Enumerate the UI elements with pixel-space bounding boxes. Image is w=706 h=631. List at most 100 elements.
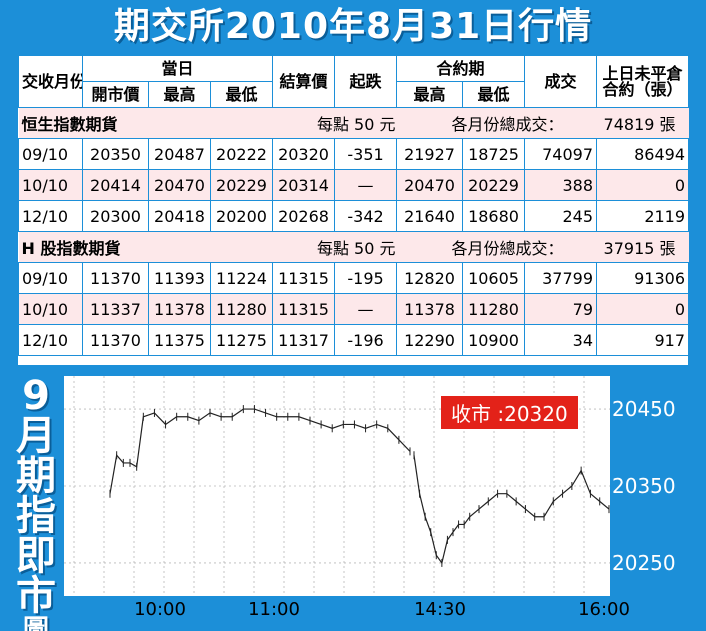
x-tick-label: 14:30 (414, 599, 466, 620)
cell-high: 11393 (148, 262, 211, 294)
header-settle: 結算價 (272, 55, 336, 108)
cell-low: 11275 (209, 324, 274, 356)
header-month: 交收月份 (18, 55, 83, 108)
section-total-label: 各月份總成交： (451, 239, 564, 258)
cell-c-low: 11280 (462, 293, 526, 325)
header-today-group: 當日 (81, 55, 274, 82)
section-header-cell: H 股指數期貨 每點 50 元 各月份總成交： 37915 張 (18, 231, 689, 263)
cell-change: -195 (334, 262, 398, 294)
cell-month: 09/10 (18, 262, 83, 294)
cell-volume: 74097 (524, 138, 598, 170)
section-total: 74819 張 (603, 115, 676, 134)
cell-c-low: 18725 (462, 138, 526, 170)
header-high: 最高 (148, 81, 211, 108)
cell-low: 11280 (209, 293, 274, 325)
cell-oi: 0 (596, 169, 690, 201)
header-open: 開市價 (82, 81, 149, 108)
cell-month: 10/10 (18, 169, 83, 201)
section-total: 37915 張 (603, 239, 676, 258)
cell-open: 20414 (82, 169, 149, 201)
cell-change: -196 (334, 324, 398, 356)
cell-low: 20229 (209, 169, 274, 201)
table-row: 10/10 20414 20470 20229 20314—20470 20229 388 0 (18, 169, 690, 201)
header-contract-high: 最高 (396, 81, 464, 108)
cell-month: 09/10 (18, 138, 83, 170)
price-line-morning (109, 408, 411, 494)
cell-c-low: 18680 (462, 200, 526, 232)
cell-settle: 11317 (272, 324, 336, 356)
section-header-row: 恒生指數期貨 每點 50 元 各月份總成交： 74819 張 (18, 107, 689, 139)
side-label-char: 期 (16, 453, 56, 499)
section-per-point: 每點 50 元 (316, 115, 396, 134)
section-header-cell: 恒生指數期貨 每點 50 元 各月份總成交： 74819 張 (18, 107, 689, 139)
section-header-row: H 股指數期貨 每點 50 元 各月份總成交： 37915 張 (18, 231, 689, 263)
cell-oi: 91306 (596, 262, 690, 294)
side-label-char: 9 (22, 373, 50, 419)
cell-open: 11337 (82, 293, 149, 325)
side-label-char: 即 (16, 533, 56, 579)
cell-settle: 20320 (272, 138, 336, 170)
cell-month: 10/10 (18, 293, 83, 325)
quotes-table-body: 恒生指數期貨 每點 50 元各月份總成交： 74819 張 09/10 20350 204… (18, 107, 690, 356)
table-row: 09/10 20350 20487 20222 20320 -351 21927 18725 7… (18, 138, 690, 170)
side-label-char: 指 (16, 493, 56, 539)
cell-c-high: 11378 (396, 293, 464, 325)
section-per-point: 每點 50 元 (316, 239, 396, 258)
side-label-char: 月 (16, 413, 56, 459)
section-name: 恒生指數期貨 (21, 115, 118, 134)
y-axis-ticks: 20450 20350 20250 (612, 376, 702, 596)
cell-change: — (334, 293, 398, 325)
cell-oi: 0 (596, 293, 690, 325)
quotes-table-panel: 交收月份 當日 結算價 起跌 合約期 成交 上日未平倉合約（張） 開市價 最高 … (18, 55, 690, 365)
cell-c-low: 10605 (462, 262, 526, 294)
y-tick-label: 20450 (612, 397, 676, 422)
cell-low: 20222 (209, 138, 274, 170)
cell-high: 20418 (148, 200, 211, 232)
cell-open: 11370 (82, 262, 149, 294)
header-volume: 成交 (524, 55, 598, 108)
x-tick-label: 11:00 (248, 599, 300, 620)
cell-low: 11224 (209, 262, 274, 294)
header-contract-group: 合約期 (396, 55, 526, 82)
cell-volume: 388 (524, 169, 598, 201)
x-tick-label: 10:00 (134, 599, 186, 620)
quotes-table: 交收月份 當日 結算價 起跌 合約期 成交 上日未平倉合約（張） 開市價 最高 … (18, 55, 690, 356)
table-row: 12/10 11370 11375 11275 11317 -196 12290 10900 3… (18, 324, 690, 356)
cell-change: -351 (334, 138, 398, 170)
cell-c-low: 20229 (462, 169, 526, 201)
cell-change: -342 (334, 200, 398, 232)
cell-volume: 245 (524, 200, 598, 232)
cell-month: 12/10 (18, 324, 83, 356)
section-total-label: 各月份總成交： (451, 115, 564, 134)
cell-oi: 2119 (596, 200, 690, 232)
cell-c-high: 12820 (396, 262, 464, 294)
cell-settle: 20268 (272, 200, 336, 232)
x-tick-label: 16:00 (578, 599, 630, 620)
cell-volume: 79 (524, 293, 598, 325)
cell-open: 20350 (82, 138, 149, 170)
table-row: 10/10 11337 11378 11280 11315—11378 11280 79 0 (18, 293, 690, 325)
header-low: 最低 (209, 81, 274, 108)
side-label-char: 圖 (22, 615, 49, 631)
side-label-char: 市 (16, 573, 56, 619)
cell-open: 11370 (82, 324, 149, 356)
cell-month: 12/10 (18, 200, 83, 232)
header-contract-low: 最低 (462, 81, 526, 108)
cell-c-low: 10900 (462, 324, 526, 356)
price-line-afternoon (413, 455, 610, 565)
header-change: 起跌 (334, 55, 398, 108)
cell-settle: 11315 (272, 262, 336, 294)
cell-c-high: 21640 (396, 200, 464, 232)
cell-change: — (334, 169, 398, 201)
table-row: 12/10 20300 20418 20200 20268 -342 21640 18680 2… (18, 200, 690, 232)
page-title: 期交所2010年8月31日行情 (113, 6, 593, 47)
header-prev-oi: 上日未平倉合約（張） (596, 55, 690, 108)
cell-high: 20487 (148, 138, 211, 170)
close-price-badge: 收市 :20320 (441, 396, 578, 429)
y-tick-label: 20250 (612, 550, 676, 575)
cell-open: 20300 (82, 200, 149, 232)
cell-volume: 37799 (524, 262, 598, 294)
cell-c-high: 12290 (396, 324, 464, 356)
cell-high: 11378 (148, 293, 211, 325)
